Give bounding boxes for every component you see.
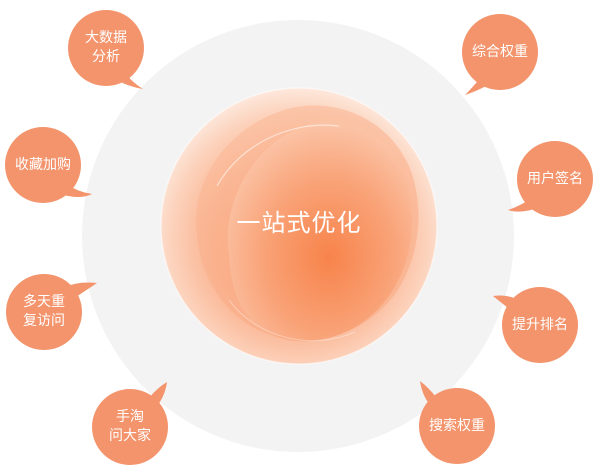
bubble-label: 综合权重 [472,43,528,60]
bubble-label: 收藏加购 [15,156,71,173]
bubble-improve-ranking: 提升排名 [493,282,583,368]
speech-bubble-shape [5,127,92,203]
bubble-label: 搜索权重 [429,417,485,434]
bubble-big-data-analysis: 大数据 分析 [63,5,149,91]
bubble-favorite-add-to-cart: 收藏加购 [0,122,92,208]
speech-bubble-shape [508,141,593,217]
bubble-ask-everyone: 手淘 问大家 [87,382,173,470]
bubble-label: 多天重 复访问 [23,294,65,329]
bubble-overall-weight: 综合权重 [457,9,543,95]
bubble-label: 用户签名 [527,170,583,187]
bubble-label: 提升排名 [512,316,568,333]
speech-bubble-shape [419,381,495,464]
bubble-label: 大数据 分析 [85,30,127,65]
speech-bubble-shape [6,274,97,350]
bubble-user-signature: 用户签名 [508,136,598,222]
bubble-repeat-visits: 多天重 复访问 [1,269,97,355]
speech-bubble-shape [462,14,538,95]
bubble-search-weight: 搜索权重 [414,381,500,469]
center-title: 一站式优化 [236,209,362,237]
speech-bubble-shape [68,10,144,89]
speech-bubble-shape [493,287,578,363]
speech-bubble-shape [92,382,168,465]
central-orb [160,87,438,365]
bubble-label: 手淘 问大家 [109,409,151,444]
